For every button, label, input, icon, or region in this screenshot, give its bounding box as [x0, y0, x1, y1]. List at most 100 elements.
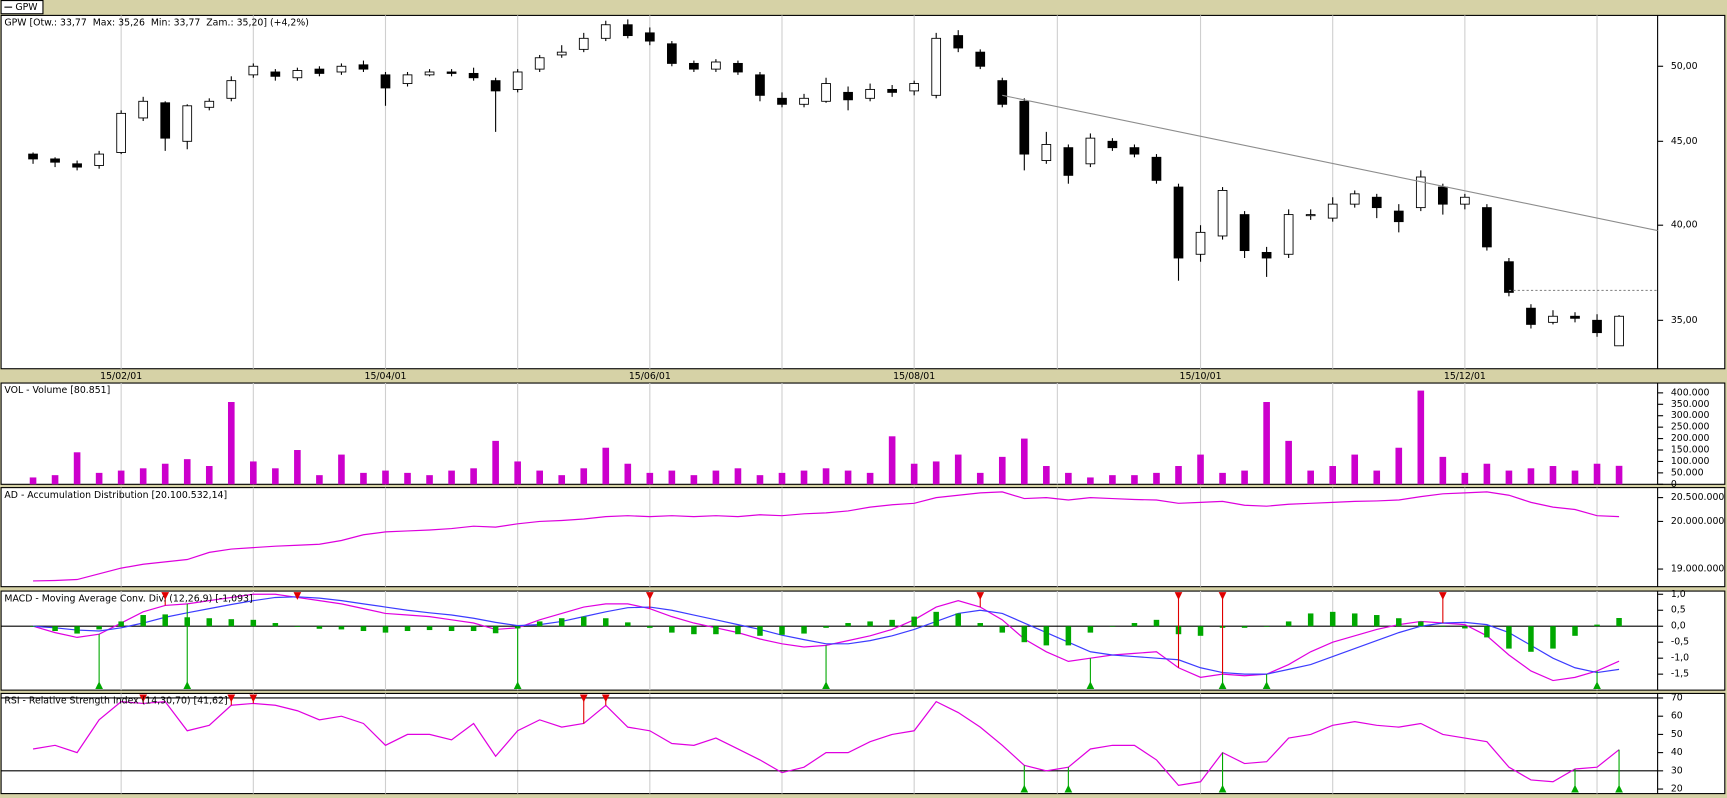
- candle-body: [534, 57, 545, 70]
- volume-bar: [668, 470, 676, 485]
- candle-body: [1614, 315, 1624, 347]
- sell-signal: [293, 592, 302, 600]
- volume-bar: [932, 461, 940, 485]
- histogram-bar: [691, 626, 697, 635]
- histogram-bar: [1528, 626, 1534, 652]
- candle-body: [843, 91, 853, 101]
- volume-bar: [954, 454, 962, 485]
- volume-bar: [426, 475, 433, 485]
- histogram-bar: [426, 626, 433, 631]
- volume-bar: [514, 461, 521, 485]
- candle-body: [50, 158, 60, 163]
- volume-bar: [1373, 470, 1381, 485]
- volume-bar: [1219, 472, 1226, 485]
- histogram-bar: [250, 619, 257, 627]
- y-tick-label: 40,00: [1671, 220, 1698, 231]
- buy-signal: [1571, 784, 1579, 793]
- y-tick-label: 35,00: [1671, 315, 1698, 326]
- volume-bar: [866, 472, 874, 485]
- candle-body: [1393, 210, 1404, 223]
- histogram-bar: [30, 626, 36, 627]
- histogram-bar: [1197, 626, 1204, 636]
- volume-bar: [404, 472, 411, 485]
- panel-title: GPW [Otw.: 33,77 Max: 35,26 Min: 33,77 Z…: [4, 18, 308, 29]
- tab[interactable]: [0, 0, 44, 15]
- candle-body: [1129, 147, 1140, 155]
- sell-signal: [976, 592, 985, 600]
- y-tick-label: 100.000: [1671, 456, 1710, 467]
- y-tick-label: 200.000: [1671, 433, 1710, 444]
- volume-bar: [1043, 466, 1050, 485]
- volume-bar: [161, 463, 169, 485]
- y-tick-label: 50: [1671, 729, 1683, 740]
- volume-bar: [1417, 390, 1425, 485]
- histogram-bar: [470, 626, 477, 632]
- volume-bar: [1615, 465, 1623, 485]
- buy-signal: [1218, 681, 1227, 690]
- candle-body: [556, 51, 567, 56]
- buy-signal: [513, 681, 522, 690]
- histogram-bar: [1396, 618, 1402, 627]
- histogram-bar: [757, 626, 763, 636]
- candle-body: [711, 61, 721, 70]
- histogram-bar: [625, 622, 631, 627]
- histogram-bar: [96, 626, 102, 630]
- panel-title: VOL - Volume [80.851]: [4, 385, 110, 396]
- candle-body: [358, 64, 369, 70]
- panel: [0, 590, 1726, 691]
- volume-bar: [1505, 470, 1513, 485]
- volume-bar: [558, 475, 566, 485]
- volume-bar: [1065, 472, 1072, 485]
- volume-bar: [624, 463, 632, 485]
- histogram-bar: [228, 619, 235, 627]
- candle-body: [975, 51, 986, 67]
- histogram-bar: [1153, 619, 1160, 627]
- histogram-bar: [404, 626, 411, 632]
- candle-body: [72, 163, 82, 168]
- y-tick-label: 40: [1671, 747, 1683, 758]
- volume-bar: [382, 470, 389, 485]
- candle-body: [160, 102, 171, 139]
- volume-bar: [1109, 475, 1116, 485]
- volume-bar: [1175, 466, 1182, 485]
- candle-body: [1371, 196, 1382, 209]
- candle-body: [997, 80, 1008, 105]
- histogram-bar: [647, 626, 653, 628]
- histogram-bar: [1374, 615, 1380, 627]
- candle-body: [821, 83, 831, 102]
- candle-body: [1107, 140, 1118, 149]
- volume-bar: [888, 436, 896, 485]
- volume-bar: [1439, 456, 1447, 485]
- histogram-bar: [801, 626, 807, 634]
- candle-body: [1570, 315, 1580, 319]
- candle-body: [887, 88, 897, 93]
- candle-body: [314, 68, 325, 74]
- candle-body: [182, 105, 193, 142]
- candle-body: [138, 100, 149, 119]
- histogram-bar: [52, 626, 58, 632]
- volume-bar: [1483, 463, 1491, 485]
- histogram-bar: [514, 626, 521, 629]
- x-tick-label: 15/08/01: [893, 371, 935, 382]
- histogram-bar: [845, 623, 851, 627]
- histogram-bar: [735, 626, 741, 635]
- panel-title: RSI - Relative Strength Index (14,30,70)…: [4, 696, 227, 707]
- histogram-bar: [955, 613, 961, 627]
- x-tick-label: 15/12/01: [1444, 371, 1486, 382]
- histogram-bar: [867, 621, 873, 627]
- candle-body: [953, 35, 964, 49]
- histogram-bar: [1087, 626, 1094, 633]
- volume-bar: [29, 477, 37, 485]
- histogram-bar: [294, 626, 301, 627]
- candle-body: [1041, 144, 1052, 161]
- histogram-bar: [779, 626, 785, 635]
- y-tick-label: 150.000: [1671, 445, 1710, 456]
- buy-signal: [1086, 681, 1095, 690]
- histogram-bar: [74, 626, 80, 634]
- volume-bar: [690, 475, 698, 485]
- sell-signal: [161, 592, 170, 600]
- volume-bar: [844, 470, 852, 485]
- volume-bar: [602, 447, 610, 485]
- histogram-bar: [1329, 611, 1336, 627]
